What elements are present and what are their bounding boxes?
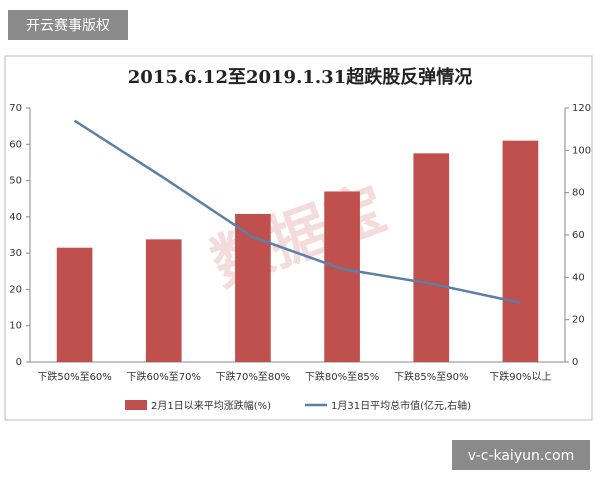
chart-frame bbox=[4, 55, 593, 421]
y2-tick-label: 0 bbox=[572, 357, 578, 368]
y-tick-label: 30 bbox=[9, 248, 22, 259]
footer-bg bbox=[452, 440, 590, 470]
y2-tick-label: 100 bbox=[572, 145, 591, 156]
x-tick-label: 下跌80%至85% bbox=[305, 370, 379, 383]
bar bbox=[56, 247, 93, 362]
legend-label: 2月1日以来平均涨跌幅(%) bbox=[151, 399, 271, 412]
line bbox=[73, 119, 521, 304]
legend-swatch bbox=[125, 400, 147, 410]
y-tick-label: 50 bbox=[9, 176, 22, 187]
badge-bg bbox=[8, 10, 128, 40]
bar bbox=[324, 191, 360, 362]
bar bbox=[145, 239, 182, 362]
y-tick-label: 60 bbox=[9, 139, 22, 150]
x-tick-label: 下跌90%以上 bbox=[489, 370, 551, 383]
x-tick-label: 下跌60%至70% bbox=[127, 370, 201, 383]
y-tick-label: 10 bbox=[9, 321, 22, 332]
footer: v-c-kaiyun.com bbox=[468, 448, 574, 464]
bar bbox=[235, 213, 271, 362]
bar bbox=[413, 153, 450, 362]
legend-label: 1月31日平均总市值(亿元,右轴) bbox=[331, 399, 471, 412]
y-tick-label: 20 bbox=[9, 284, 22, 295]
y-tick-label: 40 bbox=[9, 212, 22, 223]
x-tick-label: 下跌70%至80% bbox=[216, 370, 290, 383]
badge: 开云赛事版权 bbox=[26, 18, 110, 34]
x-tick-label: 下跌85%至90% bbox=[394, 370, 468, 383]
y2-tick-label: 120 bbox=[572, 103, 591, 114]
chart-title: 2015.6.12至2019.1.31超跌股反弹情况 bbox=[128, 66, 472, 88]
y2-tick-label: 80 bbox=[572, 188, 585, 199]
x-tick-label: 下跌50%至60% bbox=[37, 370, 111, 383]
y2-tick-label: 40 bbox=[572, 272, 585, 283]
bar bbox=[502, 140, 539, 362]
y-tick-label: 0 bbox=[16, 357, 22, 368]
y2-tick-label: 60 bbox=[572, 230, 585, 241]
y-tick-label: 70 bbox=[9, 103, 22, 114]
y2-tick-label: 20 bbox=[572, 315, 585, 326]
